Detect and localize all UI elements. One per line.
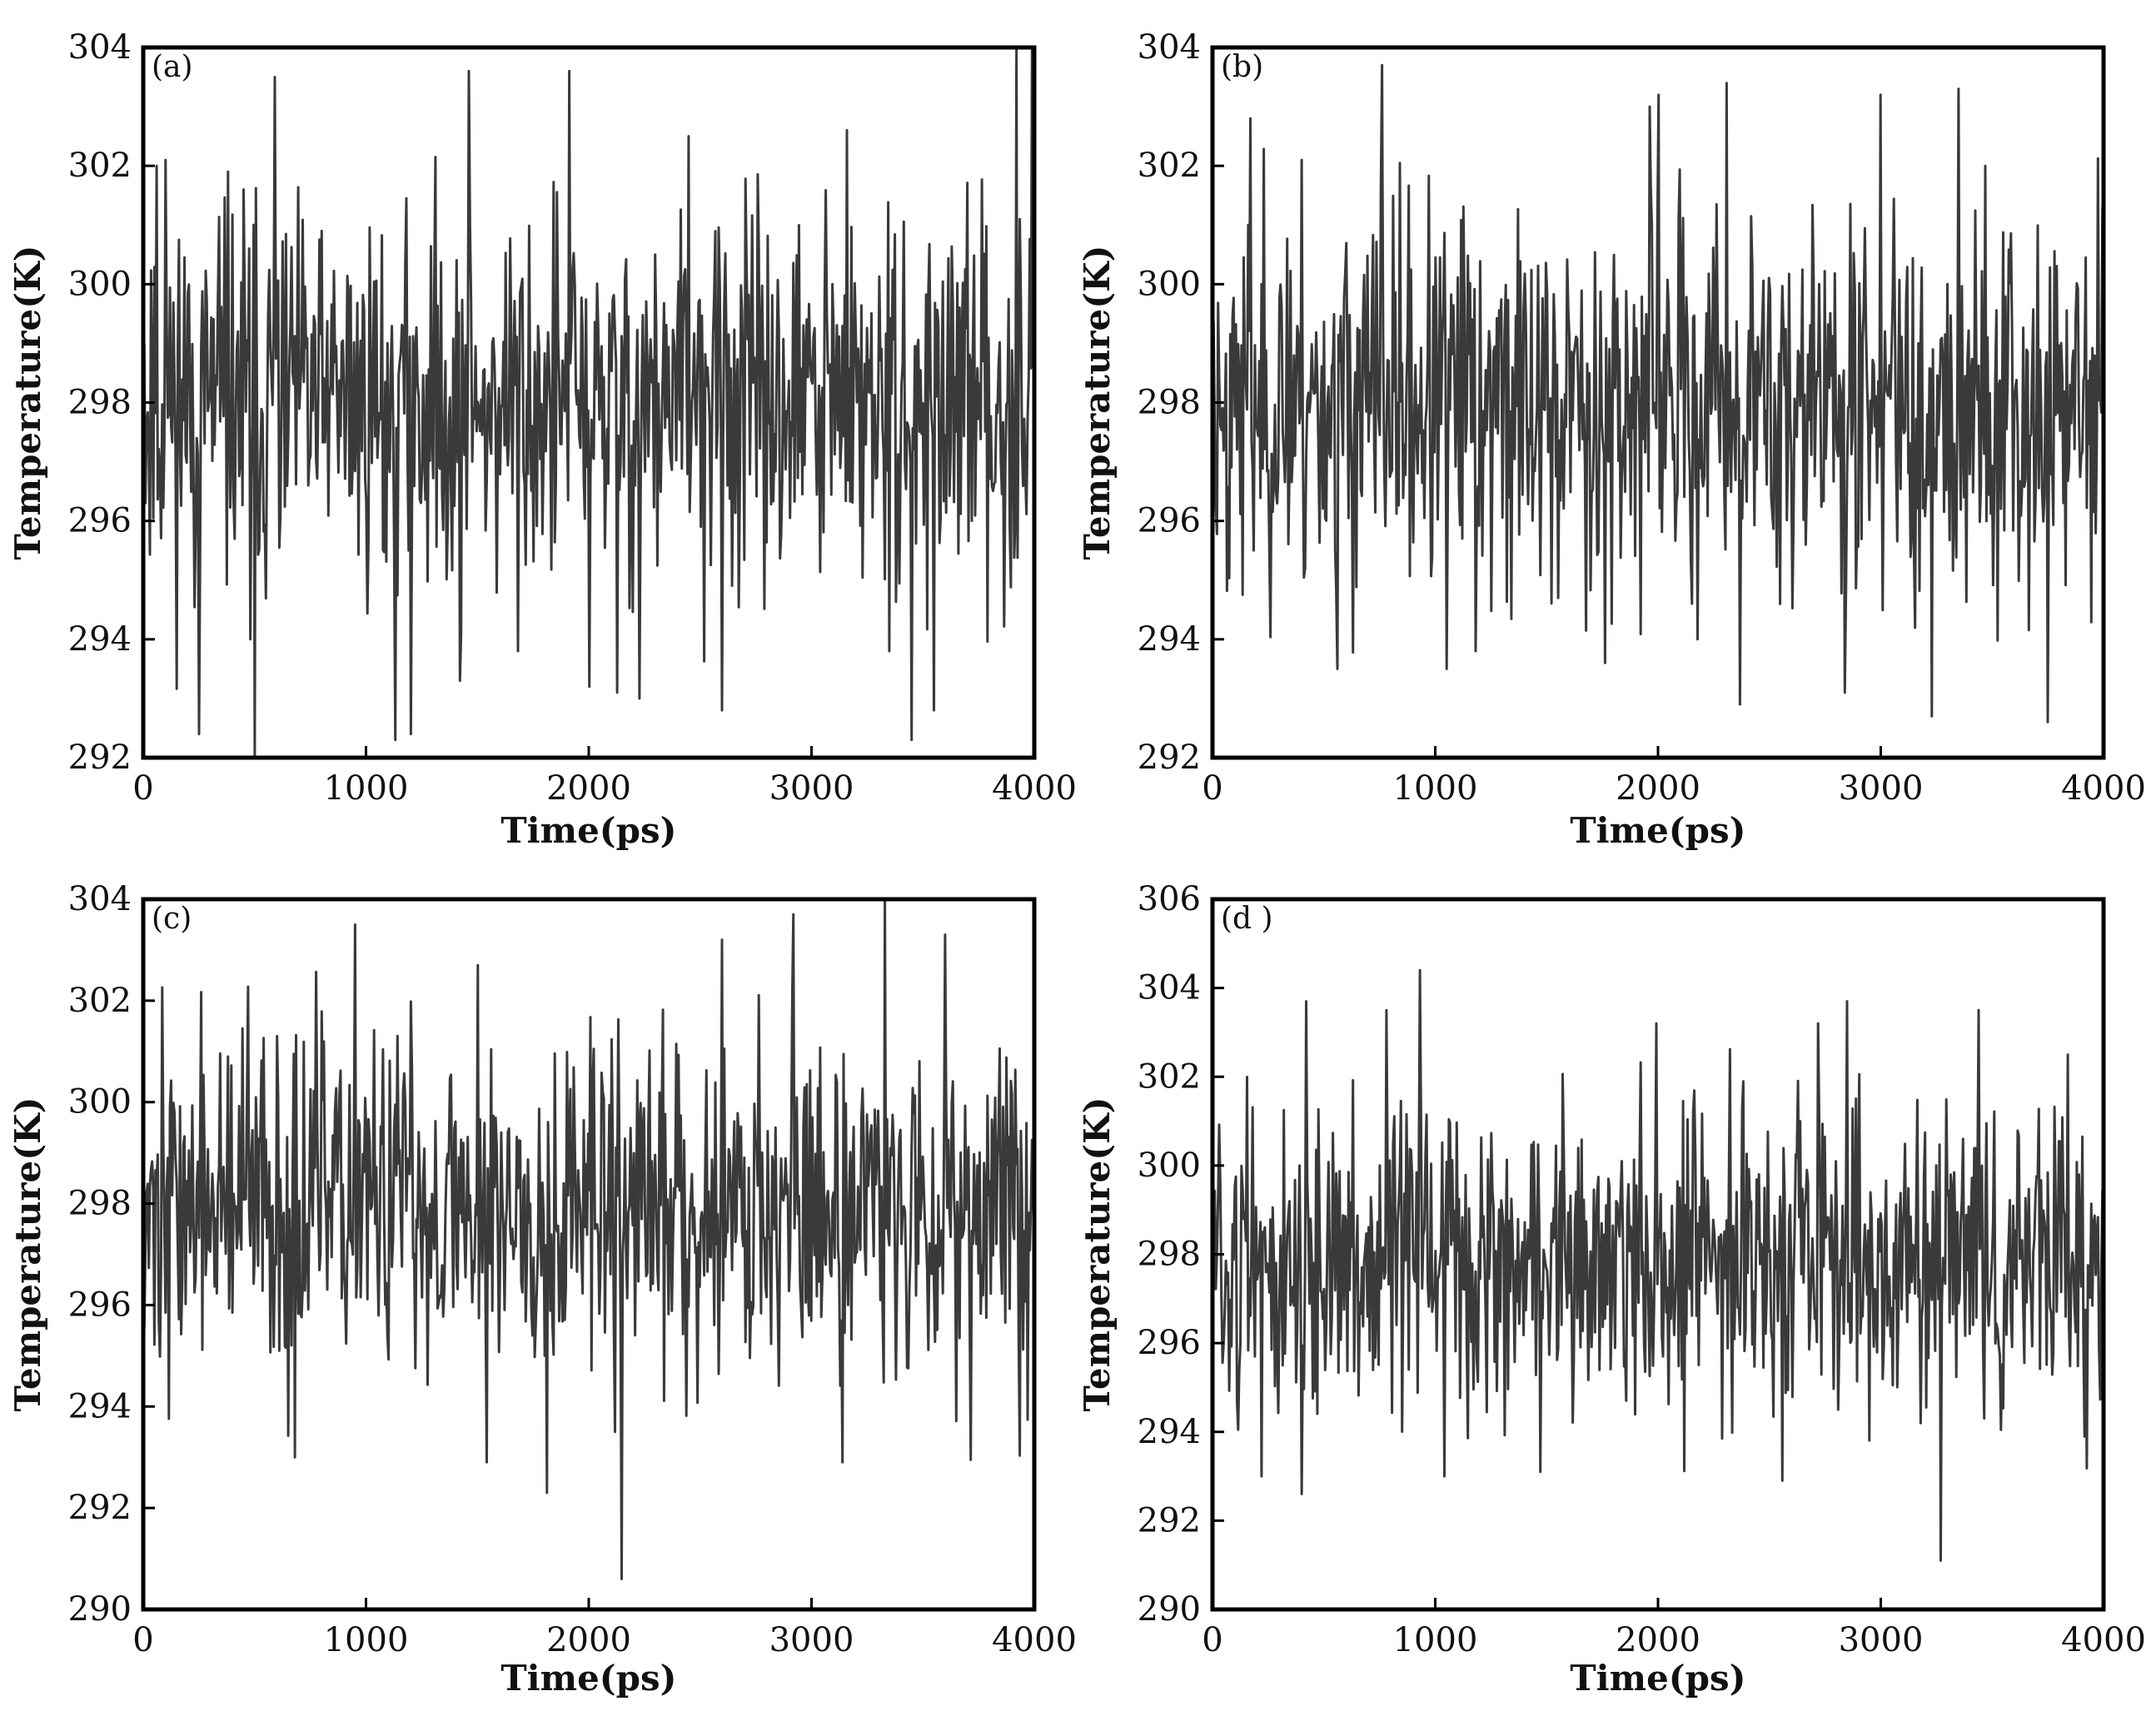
panel-d-y-tick-label: 298 bbox=[1138, 1236, 1201, 1274]
panel-c-y-ticks: 290 292 294 296 298 300 302 304 bbox=[68, 880, 155, 1629]
panel-d-series-line bbox=[1211, 968, 2105, 1562]
panel-b-x-tick-label: 2000 bbox=[1616, 769, 1700, 808]
panel-c-y-tick-label: 304 bbox=[68, 880, 132, 918]
panel-d-y-axis-title: Temperature(K) bbox=[1077, 1097, 1118, 1411]
panel-c-y-axis-title: Temperature(K) bbox=[7, 1097, 48, 1411]
panel-a-y-ticks: 292 294 296 298 300 302 304 bbox=[68, 28, 155, 777]
panel-c-x-ticks: 0 1000 2000 3000 4000 bbox=[132, 1598, 1077, 1659]
panel-b-y-tick-label: 302 bbox=[1138, 147, 1201, 185]
panel-d-y-tick-label: 300 bbox=[1138, 1146, 1201, 1185]
panel-b-x-ticks: 0 1000 2000 3000 4000 bbox=[1202, 746, 2146, 808]
panel-b-y-ticks: 292 294 296 298 300 302 304 bbox=[1138, 28, 1224, 777]
panel-d-x-tick-label: 0 bbox=[1202, 1621, 1222, 1659]
panel-d-x-tick-label: 1000 bbox=[1393, 1621, 1478, 1659]
panel-a-y-tick-label: 302 bbox=[68, 147, 132, 185]
panel-c-y-tick-label: 302 bbox=[68, 982, 132, 1020]
panel-d-y-ticks: 290 292 294 296 298 300 302 304 306 bbox=[1138, 880, 1224, 1629]
panel-d-y-tick-label: 304 bbox=[1138, 969, 1201, 1007]
panel-c-y-tick-label: 292 bbox=[68, 1489, 132, 1527]
panel-a-y-axis-title: Temperature(K) bbox=[7, 245, 48, 560]
panel-c-x-tick-label: 2000 bbox=[546, 1621, 631, 1659]
panel-b-y-tick-label: 294 bbox=[1138, 620, 1201, 659]
panel-c-y-tick-label: 294 bbox=[68, 1387, 132, 1425]
panel-a-y-tick-label: 300 bbox=[68, 265, 132, 303]
panel-c-x-tick-label: 1000 bbox=[324, 1621, 409, 1659]
panel-d-x-tick-label: 2000 bbox=[1616, 1621, 1700, 1659]
panel-b-y-tick-label: 298 bbox=[1138, 384, 1201, 422]
panel-a-x-tick-label: 2000 bbox=[546, 769, 631, 808]
panel-c-label: (c) bbox=[152, 902, 192, 936]
panel-c-y-tick-label: 300 bbox=[68, 1083, 132, 1122]
panel-c-x-tick-label: 3000 bbox=[769, 1621, 854, 1659]
panel-d-x-axis-title: Time(ps) bbox=[1570, 1658, 1745, 1699]
panel-a-y-tick-label: 292 bbox=[68, 739, 132, 777]
panel-d-y-tick-label: 302 bbox=[1138, 1057, 1201, 1096]
panel-a-x-tick-label: 4000 bbox=[992, 769, 1077, 808]
panel-d-y-tick-label: 290 bbox=[1138, 1590, 1201, 1629]
panel-c-x-tick-label: 0 bbox=[132, 1621, 153, 1659]
panel-c-series-line bbox=[142, 898, 1036, 1580]
panel-a-series-line bbox=[142, 46, 1036, 759]
panel-a-y-tick-label: 294 bbox=[68, 620, 132, 659]
panel-b-y-tick-label: 304 bbox=[1138, 28, 1201, 67]
panel-b-x-tick-label: 4000 bbox=[2061, 769, 2146, 808]
panel-b-x-tick-label: 3000 bbox=[1839, 769, 1924, 808]
panel-b-y-axis-title: Temperature(K) bbox=[1077, 245, 1118, 560]
panel-b-x-axis-title: Time(ps) bbox=[1570, 810, 1745, 851]
panel-a-x-tick-label: 0 bbox=[132, 769, 153, 808]
panel-b-x-tick-label: 0 bbox=[1202, 769, 1222, 808]
panel-b-y-tick-label: 296 bbox=[1138, 502, 1201, 540]
panel-c-x-tick-label: 4000 bbox=[992, 1621, 1077, 1659]
panel-c-y-tick-label: 298 bbox=[68, 1185, 132, 1223]
panel-c-y-tick-label: 296 bbox=[68, 1286, 132, 1324]
panel-d-label: (d ) bbox=[1221, 902, 1273, 936]
panel-a-y-tick-label: 304 bbox=[68, 28, 132, 67]
panel-d-x-tick-label: 4000 bbox=[2061, 1621, 2146, 1659]
panel-a-x-tick-label: 1000 bbox=[324, 769, 409, 808]
panel-b-series-line bbox=[1211, 63, 2105, 724]
panel-d-x-tick-label: 3000 bbox=[1839, 1621, 1924, 1659]
panel-d-y-tick-label: 296 bbox=[1138, 1324, 1201, 1362]
panel-c-x-axis-title: Time(ps) bbox=[500, 1658, 676, 1699]
panel-a-label: (a) bbox=[152, 50, 193, 84]
panel-d-y-tick-label: 306 bbox=[1138, 880, 1201, 918]
panel-b-label: (b) bbox=[1221, 50, 1263, 84]
panel-d-x-ticks: 0 1000 2000 3000 4000 bbox=[1202, 1598, 2146, 1659]
panel-d-y-tick-label: 292 bbox=[1138, 1501, 1201, 1539]
panel-b-y-tick-label: 292 bbox=[1138, 739, 1201, 777]
panel-c: 290 292 294 296 298 300 302 304 0 1000 2000 3000 40… bbox=[7, 880, 1077, 1699]
panel-a-x-axis-title: Time(ps) bbox=[500, 810, 676, 851]
panel-a-y-tick-label: 296 bbox=[68, 502, 132, 540]
panel-d: 290 292 294 296 298 300 302 304 306 0 1000 2000 300… bbox=[1077, 880, 2146, 1699]
panel-d-y-tick-label: 294 bbox=[1138, 1413, 1201, 1451]
panel-b-x-tick-label: 1000 bbox=[1393, 769, 1478, 808]
panel-b-y-tick-label: 300 bbox=[1138, 265, 1201, 303]
panel-c-y-tick-label: 290 bbox=[68, 1590, 132, 1629]
panel-a-x-ticks: 0 1000 2000 3000 4000 bbox=[132, 746, 1077, 808]
panel-a-y-tick-label: 298 bbox=[68, 384, 132, 422]
panel-a-x-tick-label: 3000 bbox=[769, 769, 854, 808]
